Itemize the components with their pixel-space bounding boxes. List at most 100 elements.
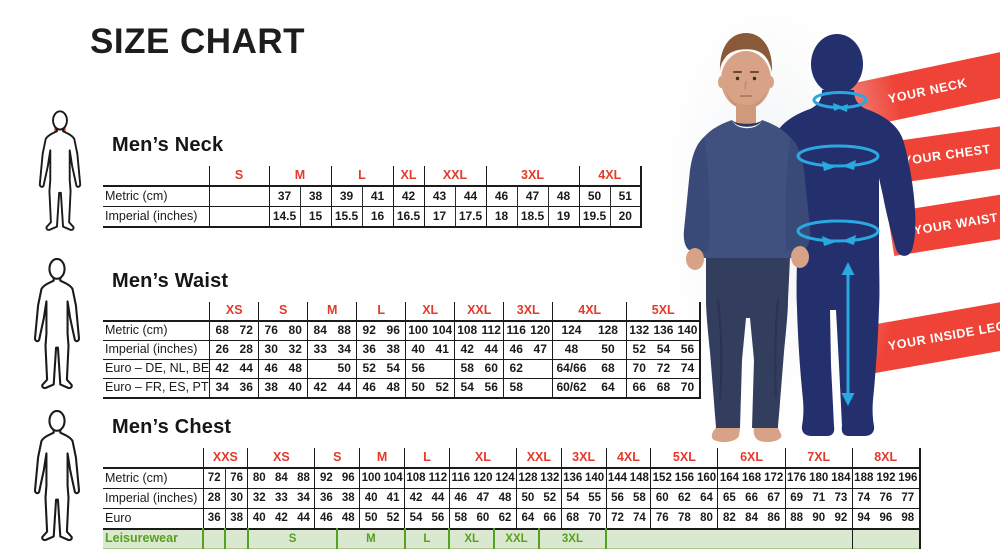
size-value-cell bbox=[307, 359, 333, 379]
size-value-cell: 68 bbox=[656, 380, 671, 395]
size-value-cell: 72 bbox=[239, 323, 253, 338]
size-value-cell: 60 bbox=[484, 361, 498, 376]
size-value-cell: 44 bbox=[239, 361, 253, 376]
size-group-M: M bbox=[359, 448, 405, 468]
size-value-cell: 60/62 bbox=[552, 378, 590, 398]
size-value-cell: 84 bbox=[307, 321, 333, 341]
size-value-cell: 76 bbox=[224, 468, 248, 489]
size-value-cell: 92 bbox=[314, 468, 338, 489]
size-value-cell: 120 bbox=[530, 323, 551, 338]
size-value-cell: 19 bbox=[547, 206, 579, 227]
size-value-cell: 42 bbox=[454, 340, 480, 360]
size-value-cell: 15 bbox=[299, 206, 331, 227]
size-value-cell: 28 bbox=[202, 488, 226, 509]
size-value-cell: 18 bbox=[485, 206, 517, 227]
size-value-cell: 96 bbox=[341, 472, 355, 485]
left-sleeve bbox=[683, 137, 710, 252]
size-value-cell: 48 bbox=[552, 340, 590, 360]
mens-chest-table-host: XXS XS S M L XL XXL 3XL 4XL 5XL 6XL 7XL 8XL Metric (c… bbox=[103, 448, 921, 549]
size-value-cell: 128 bbox=[515, 468, 539, 489]
size-value-cell: 46 bbox=[314, 508, 338, 529]
body-chest-icon bbox=[33, 410, 81, 542]
size-group-XXL: XXL bbox=[515, 448, 562, 468]
size-value-cell: 116 bbox=[448, 468, 472, 489]
size-group-6XL: 6XL bbox=[717, 448, 786, 468]
size-value-cell: 32 bbox=[288, 342, 302, 357]
size-value-cell: 56 bbox=[405, 359, 431, 379]
size-value-cell: 98 bbox=[901, 512, 915, 525]
size-value-cell: 90 bbox=[812, 512, 826, 525]
size-value-cell: 47 bbox=[516, 186, 548, 207]
leisure-size-L: L bbox=[403, 529, 450, 549]
size-value-cell: 168 bbox=[741, 472, 762, 485]
size-group-4XL: 4XL bbox=[605, 448, 651, 468]
size-value-cell: 18.5 bbox=[516, 206, 548, 227]
size-value-cell: 54 bbox=[386, 361, 400, 376]
size-value-cell: 78 bbox=[678, 512, 691, 525]
leisure-size-S: S bbox=[246, 529, 338, 549]
arrow-heads bbox=[822, 103, 856, 406]
size-value-cell: 16 bbox=[361, 206, 393, 227]
size-value-cell: 66 bbox=[745, 492, 758, 505]
right-sleeve bbox=[785, 137, 811, 251]
size-value-cell: 58 bbox=[632, 492, 646, 505]
size-value-cell: 50 bbox=[601, 342, 615, 357]
size-value-cell: 34 bbox=[297, 492, 310, 505]
size-value-cell: 32 bbox=[247, 488, 271, 509]
row-label: Euro – DE, NL, BE bbox=[105, 361, 210, 376]
row-label: Metric (cm) bbox=[105, 188, 168, 203]
size-value-cell: 52 bbox=[356, 359, 382, 379]
size-group-XS: XS bbox=[247, 448, 315, 468]
size-value-cell: 56 bbox=[484, 380, 498, 395]
size-value-cell: 140 bbox=[677, 323, 698, 338]
size-value-cell: 88 bbox=[297, 472, 310, 485]
size-value-cell: 152 bbox=[650, 468, 674, 489]
size-header-row: XXS XS S M L XL XXL 3XL 4XL 5XL 6XL 7XL 8XL bbox=[103, 448, 920, 468]
size-value-cell: 54 bbox=[404, 508, 427, 529]
row-label: Imperial (inches) bbox=[105, 490, 198, 505]
size-value-cell: 76 bbox=[879, 492, 893, 505]
size-group-XXL: XXL bbox=[423, 166, 486, 186]
mens-chest-heading: Men’s Chest bbox=[112, 416, 232, 438]
size-value-cell: 140 bbox=[584, 472, 605, 485]
size-value-cell: 17.5 bbox=[454, 206, 486, 227]
size-value-cell: 192 bbox=[876, 472, 896, 485]
size-value-cell: 50 bbox=[578, 186, 610, 207]
row-label: Metric (cm) bbox=[105, 470, 168, 485]
size-value-cell: 88 bbox=[337, 323, 351, 338]
size-value-cell: 64 bbox=[601, 380, 615, 395]
size-value-cell: 71 bbox=[812, 492, 826, 505]
size-value-cell: 70 bbox=[680, 380, 695, 395]
corner-cell bbox=[103, 166, 209, 186]
size-value-cell: 42 bbox=[392, 186, 424, 207]
size-value-cell: 92 bbox=[356, 321, 382, 341]
size-value-cell: 34 bbox=[337, 342, 351, 357]
size-value-cell: 41 bbox=[361, 186, 393, 207]
size-value-cell: 136 bbox=[560, 468, 584, 489]
size-value-cell: 58 bbox=[454, 359, 480, 379]
size-value-cell: 124 bbox=[495, 472, 515, 485]
size-value-cell: 62 bbox=[498, 512, 512, 525]
neck-data-row: Imperial (inches) 14.5 15 15.5 16 16.5 17 17.5 1… bbox=[103, 206, 641, 227]
size-value-cell: 74 bbox=[680, 361, 695, 376]
size-value-cell: 50 bbox=[405, 378, 431, 398]
size-value-cell: 65 bbox=[717, 488, 741, 509]
size-value-cell: 80 bbox=[288, 323, 302, 338]
size-value-cell: 188 bbox=[851, 468, 875, 489]
size-value-cell: 74 bbox=[851, 488, 875, 509]
neck-size-table: S M L XL XXL 3XL 4XL Metric (cm) 37 38 39 41 42 43 44 4… bbox=[103, 166, 642, 228]
size-group-S: S bbox=[208, 166, 269, 186]
size-value-cell: 50 bbox=[337, 361, 351, 376]
size-value-cell: 41 bbox=[435, 342, 449, 357]
size-value-cell: 66 bbox=[543, 512, 557, 525]
size-value-cell: 38 bbox=[299, 186, 331, 207]
size-value-cell: 70 bbox=[588, 512, 601, 525]
size-value-cell: 60 bbox=[650, 488, 674, 509]
size-value-cell: 69 bbox=[784, 488, 808, 509]
size-value-cell: 40 bbox=[359, 488, 383, 509]
size-value-cell: 46 bbox=[258, 359, 284, 379]
size-value-cell: 46 bbox=[503, 340, 529, 360]
size-value-cell: 52 bbox=[626, 340, 652, 360]
size-group-7XL: 7XL bbox=[784, 448, 853, 468]
size-group-S: S bbox=[314, 448, 360, 468]
